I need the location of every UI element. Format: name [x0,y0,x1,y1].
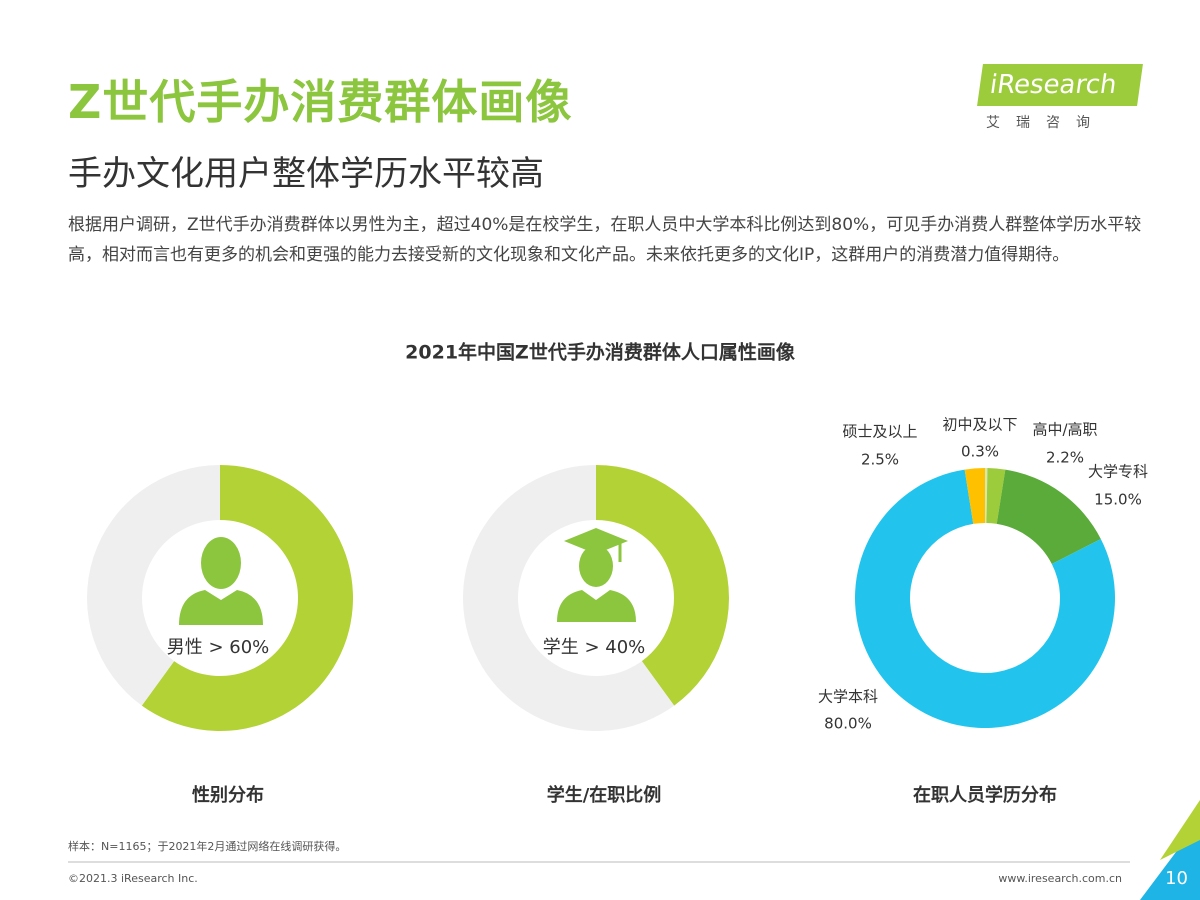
slide-subtitle: 手办文化用户整体学历水平较高 [68,154,544,194]
chart-layer: 男性 > 60% 性别分布 学生 > 40% 学生/在职比例 初中及以下 0.3% 高中/高… [86,416,1148,806]
donut-slice [463,465,675,731]
donut-slice [964,468,985,524]
slice-value-label: 80.0% [824,715,872,733]
body-text: 根据用户调研，Z世代手办消费群体以男性为主，超过40%是在校学生，在职人员中大学… [68,215,1142,265]
chart-title: 学生/在职比例 [547,784,662,806]
donut-slice [86,465,220,706]
website: www.iresearch.com.cn [998,872,1122,885]
donut-slice [141,465,353,731]
donut-slice [596,465,730,706]
slice-label: 大学专科 [1088,463,1148,481]
slice-value-label: 2.5% [861,451,899,469]
corner-deco [1160,800,1200,860]
chart-title: 性别分布 [192,784,264,806]
logo: iResearch 艾瑞咨询 [968,64,1143,134]
donut-slice [854,469,1115,729]
donut-annotation: 男性 > 60% [167,637,270,658]
slice-label: 初中及以下 [942,416,1017,434]
slice-label: 硕士及以上 [842,423,917,441]
graduate-icon [557,528,636,622]
slice-value-label: 15.0% [1094,491,1142,509]
donut-slice [985,468,988,524]
person-icon [179,537,263,625]
copyright: ©2021.3 iResearch Inc. [68,872,198,885]
donut-slice [996,469,1101,564]
slice-label: 大学本科 [818,688,878,706]
donut-annotation: 学生 > 40% [543,637,646,658]
chart-group-title: 2021年中国Z世代手办消费群体人口属性画像 [405,341,796,364]
chart-title: 在职人员学历分布 [913,784,1057,806]
slice-value-label: 0.3% [961,443,999,461]
slide-title: Z世代手办消费群体画像 [68,75,573,129]
slice-label: 高中/高职 [1032,421,1097,439]
page-number: 10 [1165,868,1188,889]
footnote: 样本：N=1165；于2021年2月通过网络在线调研获得。 [68,840,347,853]
donut-slice [986,468,1006,524]
logo-cn: 艾瑞咨询 [986,115,1106,131]
slice-value-label: 2.2% [1046,449,1084,467]
